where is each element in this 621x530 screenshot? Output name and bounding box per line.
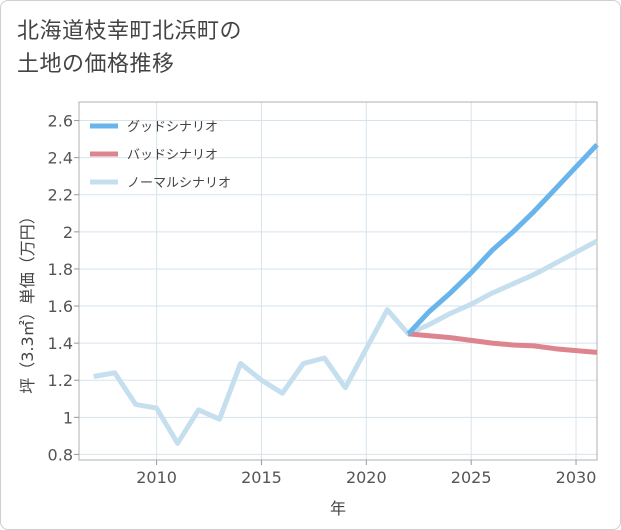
chart-title: 北海道枝幸町北浜町の 土地の価格推移 — [17, 15, 242, 81]
x-axis-title: 年 — [330, 499, 346, 518]
legend-label: ノーマルシナリオ — [127, 176, 231, 191]
legend-label: グッドシナリオ — [127, 120, 218, 135]
x-tick-label: 2020 — [346, 468, 387, 487]
y-tick-label: 2.6 — [48, 112, 73, 131]
y-tick-label: 0.8 — [48, 445, 73, 464]
y-tick-label: 2 — [63, 223, 73, 242]
plot-frame — [78, 101, 598, 461]
tick-layer: 0.8 1 1.2 1.4 1.6 1.8 2 2.2 2.4 2.6 2010 2015 2020 20… — [48, 112, 597, 487]
series-line-0 — [406, 142, 599, 336]
y-tick-label: 1.2 — [48, 371, 73, 390]
chart-title-line-1: 北海道枝幸町北浜町の — [17, 19, 243, 44]
series-layer — [93, 142, 599, 446]
y-tick-label: 2.2 — [48, 186, 73, 205]
y-tick-label: 1.6 — [48, 297, 73, 316]
x-tick-label: 2030 — [556, 468, 597, 487]
x-tick-label: 2025 — [451, 468, 492, 487]
legend-label: バッドシナリオ — [127, 148, 218, 163]
y-tick-label: 1.8 — [48, 260, 73, 279]
series-line-1 — [408, 331, 598, 355]
y-tick-label: 1.4 — [48, 334, 73, 353]
x-tick-label: 2010 — [136, 468, 177, 487]
y-axis-title: 坪（3.3㎡）単価（万円） — [18, 208, 37, 393]
series-line-2 — [93, 238, 599, 446]
x-tick-label: 2015 — [241, 468, 282, 487]
y-tick-label: 1 — [63, 408, 73, 427]
y-tick-label: 2.4 — [48, 149, 73, 168]
chart-title-line-2: 土地の価格推移 — [17, 52, 175, 77]
